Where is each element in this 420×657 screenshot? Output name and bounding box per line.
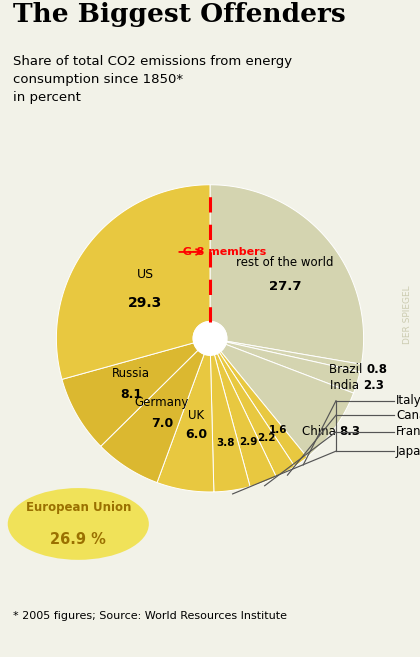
Polygon shape (219, 351, 307, 466)
Text: India: India (330, 378, 363, 392)
Text: 7.0: 7.0 (151, 417, 173, 430)
Text: Russia: Russia (112, 367, 150, 380)
Text: 3.8: 3.8 (216, 438, 234, 448)
Polygon shape (217, 352, 295, 477)
Text: 2.9: 2.9 (239, 437, 257, 447)
Text: Japan: Japan (396, 445, 420, 458)
Text: G-8 members: G-8 members (179, 247, 266, 257)
Text: rest of the world: rest of the world (236, 256, 334, 269)
Text: * 2005 figures; Source: World Resources Institute: * 2005 figures; Source: World Resources … (13, 611, 286, 621)
Text: UK: UK (188, 409, 204, 422)
Text: China: China (302, 425, 339, 438)
Text: DER SPIEGEL: DER SPIEGEL (403, 285, 412, 344)
Circle shape (193, 321, 227, 355)
Text: Italy: Italy (396, 394, 420, 407)
Polygon shape (226, 341, 361, 372)
Text: 26.9 %: 26.9 % (50, 532, 106, 547)
Text: Brazil: Brazil (329, 363, 367, 376)
Polygon shape (226, 342, 360, 393)
Text: 1.6: 1.6 (268, 425, 287, 435)
Polygon shape (210, 355, 250, 492)
Text: France: France (396, 426, 420, 438)
Text: The Biggest Offenders: The Biggest Offenders (13, 3, 345, 28)
Text: 2.2: 2.2 (257, 432, 276, 443)
Ellipse shape (8, 488, 149, 560)
Text: 6.0: 6.0 (185, 428, 207, 441)
Text: Germany: Germany (135, 396, 189, 409)
Text: 2.3: 2.3 (363, 378, 383, 392)
Text: 8.1: 8.1 (120, 388, 142, 401)
Polygon shape (157, 354, 214, 492)
Text: 0.8: 0.8 (367, 363, 388, 376)
Text: European Union: European Union (26, 501, 131, 514)
Polygon shape (56, 185, 210, 379)
Text: 8.3: 8.3 (339, 425, 360, 438)
Text: Share of total CO2 emissions from energy
consumption since 1850*
in percent: Share of total CO2 emissions from energy… (13, 55, 292, 104)
Text: 29.3: 29.3 (128, 296, 162, 310)
Polygon shape (214, 353, 276, 487)
Polygon shape (101, 350, 204, 482)
Text: 27.7: 27.7 (269, 281, 302, 294)
Polygon shape (62, 343, 198, 446)
Polygon shape (210, 185, 364, 364)
Text: US: US (136, 268, 154, 281)
Text: Canada: Canada (396, 409, 420, 422)
Polygon shape (220, 344, 354, 457)
